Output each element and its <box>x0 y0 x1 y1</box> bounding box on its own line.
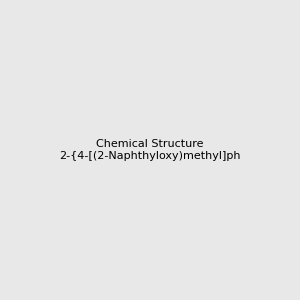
Text: Chemical Structure
2-{4-[(2-Naphthyloxy)methyl]ph: Chemical Structure 2-{4-[(2-Naphthyloxy)… <box>59 139 241 161</box>
